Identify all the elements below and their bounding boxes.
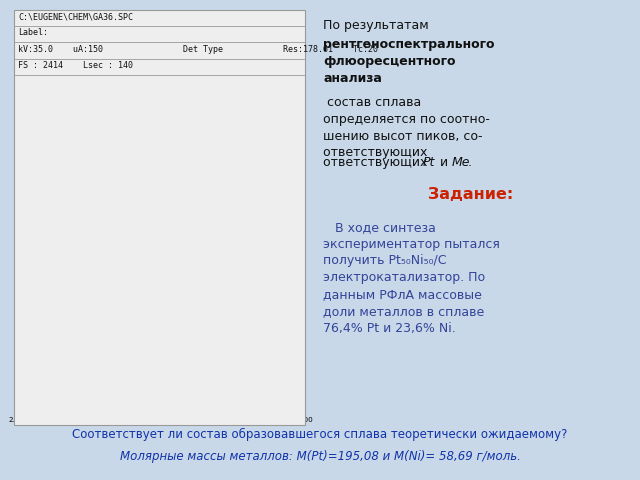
Text: kV:35.0    uA:150                Det Type            Res:178.61    Tc:20: kV:35.0 uA:150 Det Type Res:178.61 Tc:20 bbox=[18, 45, 378, 54]
Text: Задание:: Задание: bbox=[428, 187, 513, 202]
Text: состав сплава
определяется по соотно-
шению высот пиков, со-
ответствующих: состав сплава определяется по соотно- ше… bbox=[323, 96, 490, 159]
Text: PtLb: PtLb bbox=[149, 253, 166, 262]
Text: PtLl
NiKb: PtLl NiKb bbox=[74, 311, 92, 330]
Text: PtLb: PtLb bbox=[141, 335, 157, 343]
Text: Label:: Label: bbox=[18, 28, 48, 37]
Text: По результатам: По результатам bbox=[323, 19, 433, 32]
Text: Me: Me bbox=[452, 156, 470, 169]
Text: PtLb: PtLb bbox=[155, 298, 172, 307]
Text: Соответствует ли состав образовавшегося сплава теоретически ожидаемому?: Соответствует ли состав образовавшегося … bbox=[72, 428, 568, 441]
Text: FS : 2414    Lsec : 140: FS : 2414 Lsec : 140 bbox=[18, 61, 133, 70]
Text: В ходе синтеза
экспериментатор пытался
получить Pt₅₀Ni₅₀/C
электрокатализатор. П: В ходе синтеза экспериментатор пытался п… bbox=[323, 221, 500, 335]
Text: и: и bbox=[436, 156, 452, 169]
Text: ответствующих: ответствующих bbox=[323, 156, 431, 169]
Text: C:\EUGENE\CHEM\GA36.SPC: C:\EUGENE\CHEM\GA36.SPC bbox=[18, 12, 133, 21]
Text: PtLa: PtLa bbox=[125, 135, 141, 144]
Text: PtLg: PtLg bbox=[177, 344, 193, 352]
Text: .: . bbox=[467, 156, 471, 169]
Text: рентгеноспектрального
флюоресцентного
анализа: рентгеноспектрального флюоресцентного ан… bbox=[323, 38, 495, 85]
Text: Молярные массы металлов: M(Pt)=195,08 и M(Ni)= 58,69 г/моль.: Молярные массы металлов: M(Pt)=195,08 и … bbox=[120, 450, 520, 463]
Text: Pt: Pt bbox=[422, 156, 435, 169]
Text: NiKa: NiKa bbox=[75, 162, 92, 171]
